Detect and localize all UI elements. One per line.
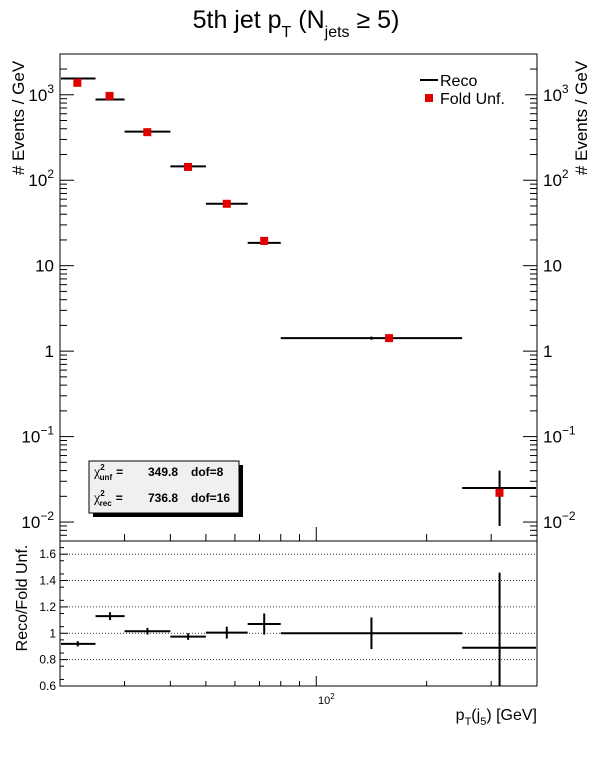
top-y-tick-label-right: 103: [543, 82, 569, 105]
fold-unf-point: [385, 334, 394, 343]
fold-unf-point: [73, 78, 82, 87]
top-y-tick-labels-right: 10−2 10−1 1 10 102 103: [543, 82, 576, 532]
top-y-axis-label-right: # Events / GeV: [572, 60, 591, 175]
bottom-y-tick-label: 1.2: [39, 600, 56, 614]
chi2-unf-line: χ2 unf = 349.8 dof=8: [93, 463, 224, 482]
fold-unf-point: [143, 128, 152, 137]
top-y-tick-label-right: 102: [543, 167, 569, 190]
bottom-y-tick-labels: 0.6 0.8 1 1.2 1.4 1.6: [39, 547, 56, 693]
top-axis-ticks: [59, 53, 538, 542]
bottom-plot-frame: [59, 540, 538, 687]
bottom-y-tick-label: 0.8: [39, 653, 56, 667]
bottom-y-tick-label: 1: [49, 626, 56, 640]
fold-unf-point: [222, 199, 231, 208]
top-y-tick-labels: 10−2 10−1 1 10 102 103: [21, 82, 54, 532]
bottom-axis-ticks: [59, 547, 538, 687]
fold-unf-point: [184, 162, 193, 171]
top-y-tick-label-right: 10: [543, 257, 562, 276]
legend-fold-marker: [425, 94, 433, 102]
bottom-y-tick-label: 1.6: [39, 547, 56, 561]
x-axis-label: pT(j5) [GeV]: [456, 707, 537, 728]
legend-fold-label: Fold Unf.: [440, 91, 505, 108]
top-y-tick-label-right: 10−2: [543, 509, 576, 532]
x-tick-label-100: 102: [318, 692, 335, 707]
legend: Reco Fold Unf.: [413, 68, 525, 110]
top-y-tick-label-left: 10−2: [21, 509, 54, 532]
chart-title: 5th jet pT (Njets ≥ 5): [193, 6, 400, 41]
legend-background: [413, 68, 525, 110]
chi2-box: χ2 unf = 349.8 dof=8 χ2 rec = 736.8 dof=16: [88, 460, 243, 517]
top-y-tick-label-left: 102: [28, 167, 54, 190]
top-y-tick-label-left: 103: [28, 82, 54, 105]
chi2-rec-line: χ2 rec = 736.8 dof=16: [93, 489, 230, 508]
top-y-axis-label: # Events / GeV: [9, 60, 28, 175]
fold-unf-point: [495, 488, 504, 497]
chi2-box-background: [88, 460, 240, 514]
fold-unf-point: [260, 236, 269, 245]
fold-unf-point: [105, 91, 114, 100]
legend-reco-label: Reco: [440, 73, 477, 90]
bottom-y-axis-label: Reco/Fold Unf.: [14, 545, 31, 652]
bottom-y-tick-label: 1.4: [39, 574, 56, 588]
top-y-tick-label-right: 10−1: [543, 424, 576, 447]
top-y-tick-label-right: 1: [543, 342, 552, 361]
bottom-grid-lines: [60, 553, 537, 687]
top-y-tick-label-left: 10: [35, 257, 54, 276]
top-data-layer: [61, 77, 536, 526]
top-y-tick-label-left: 10−1: [21, 424, 54, 447]
top-y-tick-label-left: 1: [45, 342, 54, 361]
bottom-y-tick-label: 0.6: [39, 679, 56, 693]
bottom-data-layer: [61, 572, 536, 686]
